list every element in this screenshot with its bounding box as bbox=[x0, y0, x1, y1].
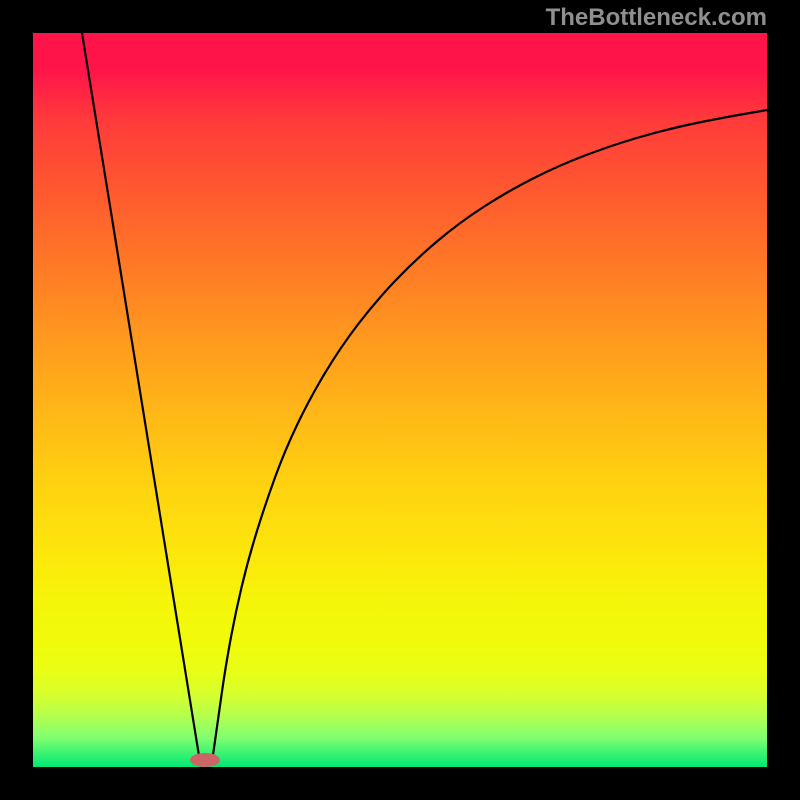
curve-layer bbox=[0, 0, 800, 800]
curve-right-branch bbox=[212, 110, 767, 762]
chart-container: TheBottleneck.com bbox=[0, 0, 800, 800]
curve-left-branch bbox=[82, 33, 200, 762]
bottleneck-marker bbox=[190, 753, 220, 767]
